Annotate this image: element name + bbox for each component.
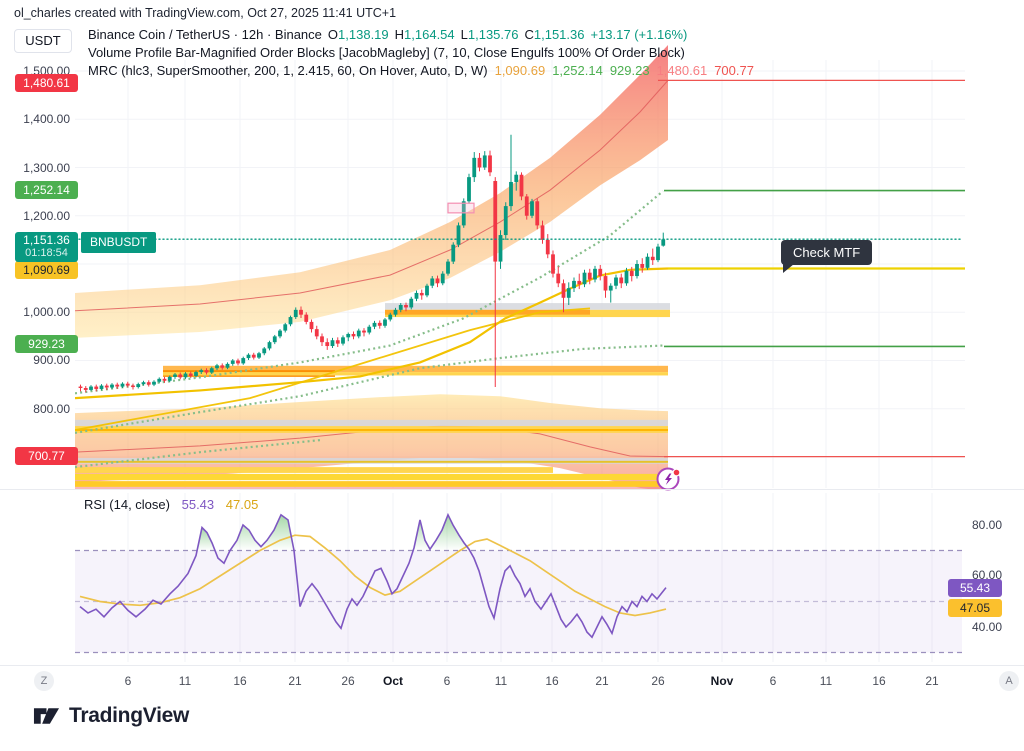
rsi-ma-value: 47.05 <box>225 497 259 512</box>
price-scale-label: 1,300.00 <box>23 161 70 175</box>
time-axis-tick: 16 <box>545 674 559 688</box>
time-axis-tick: 11 <box>819 674 833 688</box>
pane-separator[interactable] <box>0 489 1024 490</box>
lightning-icon[interactable] <box>655 465 683 498</box>
rsi-scale-label: 40.00 <box>971 620 1002 634</box>
mrc-level-value: 1,480.61 <box>656 63 708 78</box>
time-axis-tick: 6 <box>769 674 777 688</box>
price-scale-label: 1,400.00 <box>23 112 70 126</box>
mrc-level-value: 1,090.69 <box>494 63 546 78</box>
tradingview-wordmark: TradingView <box>69 704 190 727</box>
ohlc-key: H <box>394 27 405 42</box>
rsi-legend[interactable]: RSI (14, close) 55.43 47.05 <box>84 497 258 512</box>
symbol-tag-label: BNBUSDT <box>81 232 157 253</box>
ohlc-value: 1,135.76 <box>467 27 519 42</box>
price-level-badge: 929.23 <box>15 335 78 353</box>
indicator1-title: Volume Profile Bar-Magnified Order Block… <box>88 45 685 60</box>
axis-separator <box>0 665 1024 666</box>
attribution-text: ol_charles created with TradingView.com,… <box>14 6 397 20</box>
ohlc-key: C <box>524 27 534 42</box>
rsi-value-badge: 47.05 <box>948 599 1002 617</box>
mrc-level-value: 929.23 <box>609 63 650 78</box>
ohlc-values: O1,138.19 H1,164.54 L1,135.76 C1,151.36 <box>322 27 585 42</box>
indicator2-title: MRC (hlc3, SuperSmoother, 200, 1, 2.415,… <box>88 63 488 78</box>
time-axis-tick: 11 <box>494 674 508 688</box>
time-axis-tick: 11 <box>178 674 192 688</box>
price-level-badge: 1,480.61 <box>15 74 78 92</box>
check-mtf-note[interactable]: Check MTF <box>781 240 873 273</box>
time-axis-tick: 6 <box>443 674 451 688</box>
price-level-badge: 1,090.69 <box>15 261 78 279</box>
price-scale-label: 900.00 <box>33 353 70 367</box>
time-axis-tick: 16 <box>872 674 886 688</box>
time-axis-button[interactable]: Z <box>34 671 54 691</box>
time-axis-tick: 16 <box>233 674 247 688</box>
check-mtf-text: Check MTF <box>793 245 861 260</box>
ohlc-value: 1,138.19 <box>338 27 389 42</box>
price-scale-label: 1,000.00 <box>23 305 70 319</box>
time-axis-button[interactable]: A <box>999 671 1019 691</box>
rsi-indicator-title: RSI (14, close) <box>84 497 170 512</box>
time-axis-tick: Oct <box>382 674 404 688</box>
time-axis-tick: Nov <box>710 674 734 688</box>
legend-indicator2-row[interactable]: MRC (hlc3, SuperSmoother, 200, 1, 2.415,… <box>88 62 754 80</box>
ohlc-key: L <box>460 27 468 42</box>
time-axis-tick: 6 <box>124 674 132 688</box>
tradingview-glyph <box>33 708 60 724</box>
ohlc-value: 1,164.54 <box>404 27 455 42</box>
rsi-scale-label: 80.00 <box>971 518 1002 532</box>
symbol-title: Binance Coin / TetherUS · 12h · Binance <box>88 27 322 42</box>
price-scale-label: 800.00 <box>33 402 70 416</box>
price-scale-label: 1,200.00 <box>23 209 70 223</box>
price-level-badge: 700.77 <box>15 447 78 465</box>
tooltip-tail <box>783 264 794 273</box>
mrc-level-value: 1,252.14 <box>552 63 603 78</box>
rsi-value: 55.43 <box>181 497 215 512</box>
mrc-level-value: 700.77 <box>714 63 754 78</box>
time-axis-tick: 21 <box>595 674 609 688</box>
change-value: +13.17 (+1.16%) <box>590 27 688 42</box>
bar-countdown: 01:18:54 <box>25 247 68 259</box>
tradingview-logo[interactable]: TradingView <box>33 704 189 728</box>
legend-indicator1-row[interactable]: Volume Profile Bar-Magnified Order Block… <box>88 44 754 62</box>
legend-symbol-row[interactable]: Binance Coin / TetherUS · 12h · Binance O… <box>88 26 754 44</box>
current-price-badge: 1,151.36 01:18:54 <box>15 232 78 262</box>
currency-toggle-button[interactable]: USDT <box>14 29 72 53</box>
time-axis-tick: 26 <box>651 674 665 688</box>
time-axis-tick: 26 <box>341 674 355 688</box>
ohlc-value: 1,151.36 <box>533 27 585 42</box>
mrc-values: 1,090.69 1,252.14 929.23 1,480.61 700.77 <box>488 63 754 78</box>
rsi-value-badge: 55.43 <box>948 579 1002 597</box>
chart-legend: Binance Coin / TetherUS · 12h · Binance O… <box>88 26 754 80</box>
time-axis-tick: 21 <box>288 674 302 688</box>
price-level-badge: 1,252.14 <box>15 181 78 199</box>
time-axis-tick: 21 <box>925 674 939 688</box>
ohlc-key: O <box>327 27 339 42</box>
current-price: 1,151.36 <box>23 233 70 247</box>
rsi-scale-label: 60.00 <box>971 568 1002 582</box>
